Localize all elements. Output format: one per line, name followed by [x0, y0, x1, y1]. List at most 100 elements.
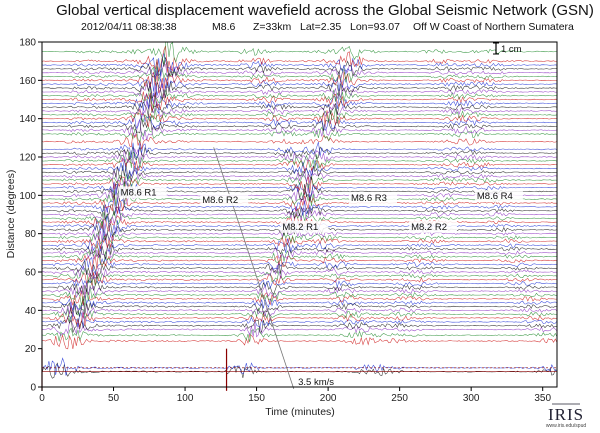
trace-line [42, 298, 557, 317]
phase-label: M8.2 R2 [411, 222, 447, 233]
subtitle-magnitude: M8.6 [212, 21, 236, 33]
trace-line [42, 290, 557, 306]
trace-line [42, 233, 557, 250]
trace-line [42, 264, 557, 280]
y-tick-label: 0 [30, 383, 36, 394]
phase-label-background [409, 220, 458, 233]
phase-label: M8.2 R1 [282, 222, 318, 233]
y-tick-label: 20 [25, 344, 37, 355]
trace-line [42, 267, 557, 287]
y-axis-label: Distance (degrees) [5, 170, 17, 259]
subtitle-region: Off W Coast of Northern Sumatera [413, 21, 574, 33]
y-tick-label: 80 [25, 229, 37, 240]
trace-line [42, 307, 557, 328]
trace-line [42, 111, 557, 131]
x-tick-label: 200 [320, 393, 337, 404]
y-tick-label: 40 [25, 306, 37, 317]
trace-line [42, 317, 557, 333]
trace-line [42, 259, 557, 280]
x-tick-label: 50 [108, 393, 120, 404]
plot-frame [41, 41, 558, 388]
trace-line [42, 75, 557, 96]
phase-label: M8.6 R3 [351, 193, 387, 204]
y-tick-label: 60 [25, 268, 37, 279]
trace-line [42, 271, 557, 286]
scale-bar-label: 1 cm [501, 44, 522, 55]
trace-line [42, 94, 557, 117]
trace-line [42, 320, 557, 338]
phase-label-background [349, 192, 397, 205]
trace-line [42, 71, 557, 94]
velocity-line: 3.5 km/s [213, 147, 334, 390]
trace-line [42, 256, 557, 275]
scale-bar: 1 cm [493, 42, 522, 55]
phase-label-background [200, 194, 249, 206]
trace-line [42, 285, 557, 307]
phase-label: M8.6 R4 [477, 191, 513, 202]
trace-line [42, 126, 557, 144]
trace-line [42, 79, 557, 100]
trace-line [42, 56, 557, 78]
y-tick-label: 180 [19, 38, 36, 49]
axes: 0 50 100 150 200 250 300 350 0 20 40 60 80 100 120 140 1… [19, 38, 551, 405]
trace-line [42, 246, 557, 260]
logo-text: IRIS [548, 405, 584, 424]
trace-line [42, 91, 557, 112]
trace-line [42, 173, 557, 190]
y-tick-label: 160 [19, 76, 36, 87]
trace-line [42, 279, 557, 295]
velocity-label: 3.5 km/s [298, 377, 334, 388]
trace-line [42, 295, 557, 311]
trace-line [42, 301, 557, 319]
x-tick-label: 0 [39, 393, 45, 404]
trace-line [42, 236, 557, 253]
trace-line [42, 141, 557, 159]
trace-line [42, 45, 557, 73]
trace-line [42, 193, 557, 214]
trace-line [42, 88, 557, 110]
trace-line [42, 52, 557, 77]
trace-line [42, 66, 557, 83]
trace-line [42, 181, 557, 202]
iris-logo: IRIS www.iris.edu/spud [546, 403, 586, 429]
trace-line [42, 334, 557, 350]
y-tick-label: 120 [19, 153, 36, 164]
phase-label-background [280, 220, 329, 233]
trace-line [42, 210, 557, 227]
trace-line [42, 243, 557, 259]
x-tick-label: 350 [534, 393, 551, 404]
trace-line [42, 158, 557, 180]
trace-line [42, 100, 557, 119]
chart-subtitle: 2012/04/11 08:38:38 M8.6 Z=33km Lat=2.35… [81, 21, 574, 33]
subtitle-depth: Z=33km [253, 21, 291, 33]
velocity-reference-line [213, 147, 295, 390]
trace-line [42, 231, 557, 245]
trace-line [42, 146, 557, 161]
trace-line [42, 92, 557, 115]
y-tick-label: 140 [19, 114, 36, 125]
trace-line [42, 249, 557, 270]
chart-title: Global vertical displacement wavefield a… [56, 2, 594, 19]
phase-label: M8.6 R1 [121, 187, 157, 198]
subtitle-lon: Lon=93.07 [350, 21, 400, 33]
trace-line [42, 327, 557, 342]
trace-line [42, 283, 557, 299]
x-tick-label: 150 [248, 393, 265, 404]
trace-line [42, 116, 557, 134]
trace-line [42, 276, 557, 289]
subtitle-lat: Lat=2.35 [300, 21, 341, 33]
x-tick-label: 250 [391, 393, 408, 404]
trace-line [42, 82, 557, 105]
subtitle-date: 2012/04/11 08:38:38 [81, 21, 177, 33]
seismogram-traces [42, 42, 557, 379]
x-tick-label: 300 [463, 393, 480, 404]
trace-line [42, 42, 557, 65]
y-tick-label: 100 [19, 191, 36, 202]
trace-line [42, 304, 557, 322]
trace-line [42, 197, 557, 216]
phase-labels: M8.6 R1 M8.6 R2 M8.2 R1 M8.6 R3 M8.2 R2 M8.6 … [118, 186, 523, 233]
trace-line [42, 107, 557, 123]
x-axis-label: Time (minutes) [265, 406, 335, 418]
phase-label-background [474, 190, 523, 203]
